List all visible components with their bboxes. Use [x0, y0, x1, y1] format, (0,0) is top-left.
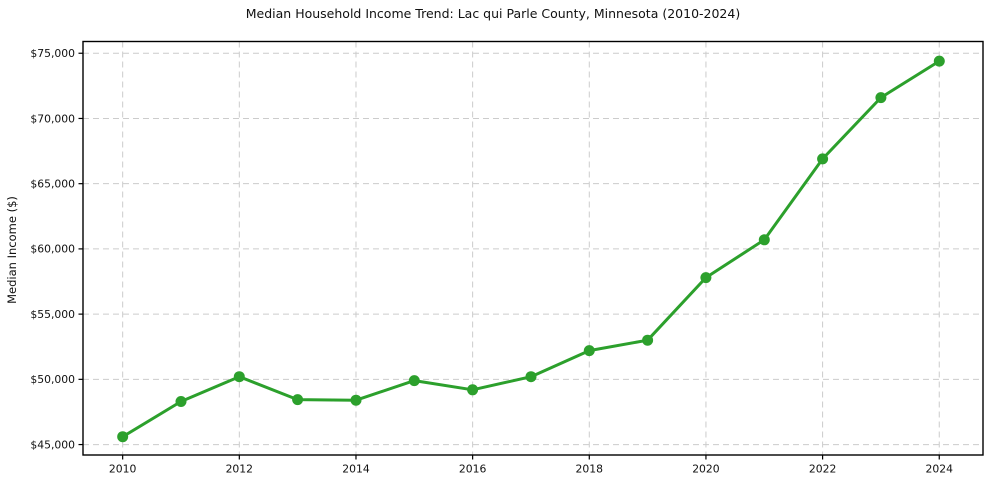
- y-tick-label: $60,000: [30, 243, 75, 256]
- data-point-2024: [933, 55, 945, 67]
- y-tick-label: $45,000: [30, 438, 75, 451]
- x-tick-label: 2016: [459, 463, 487, 476]
- x-tick-label: 2024: [926, 463, 954, 476]
- data-point-2011: [175, 396, 187, 407]
- x-tick-label: 2020: [692, 463, 720, 476]
- plot-frame: [82, 40, 984, 456]
- x-tick-label: 2018: [576, 463, 604, 476]
- data-point-2022: [817, 153, 829, 165]
- data-point-2010: [117, 431, 129, 443]
- y-tick-label: $70,000: [30, 112, 75, 125]
- y-tick-label: $75,000: [30, 47, 75, 60]
- y-tick-label: $65,000: [30, 177, 75, 190]
- data-point-2013: [292, 394, 304, 406]
- data-point-2015: [408, 375, 420, 387]
- x-tick-label: 2014: [342, 463, 370, 476]
- data-point-2019: [642, 334, 654, 346]
- data-point-2016: [467, 384, 479, 396]
- data-point-2014: [350, 394, 362, 406]
- data-point-2021: [758, 234, 770, 246]
- data-point-2020: [700, 272, 712, 284]
- x-tick-label: 2012: [226, 463, 253, 476]
- x-tick-label: 2022: [809, 463, 836, 476]
- chart-title: Median Household Income Trend: Lac qui P…: [245, 6, 741, 21]
- data-point-2018: [583, 345, 595, 357]
- y-tick-label: $55,000: [30, 308, 75, 321]
- y-tick-label: $50,000: [30, 373, 75, 386]
- data-point-2012: [233, 371, 245, 383]
- x-tick-label: 2010: [109, 463, 137, 476]
- data-point-2017: [525, 371, 537, 383]
- data-point-2023: [875, 92, 887, 104]
- y-axis-title: Median Income ($): [5, 196, 19, 304]
